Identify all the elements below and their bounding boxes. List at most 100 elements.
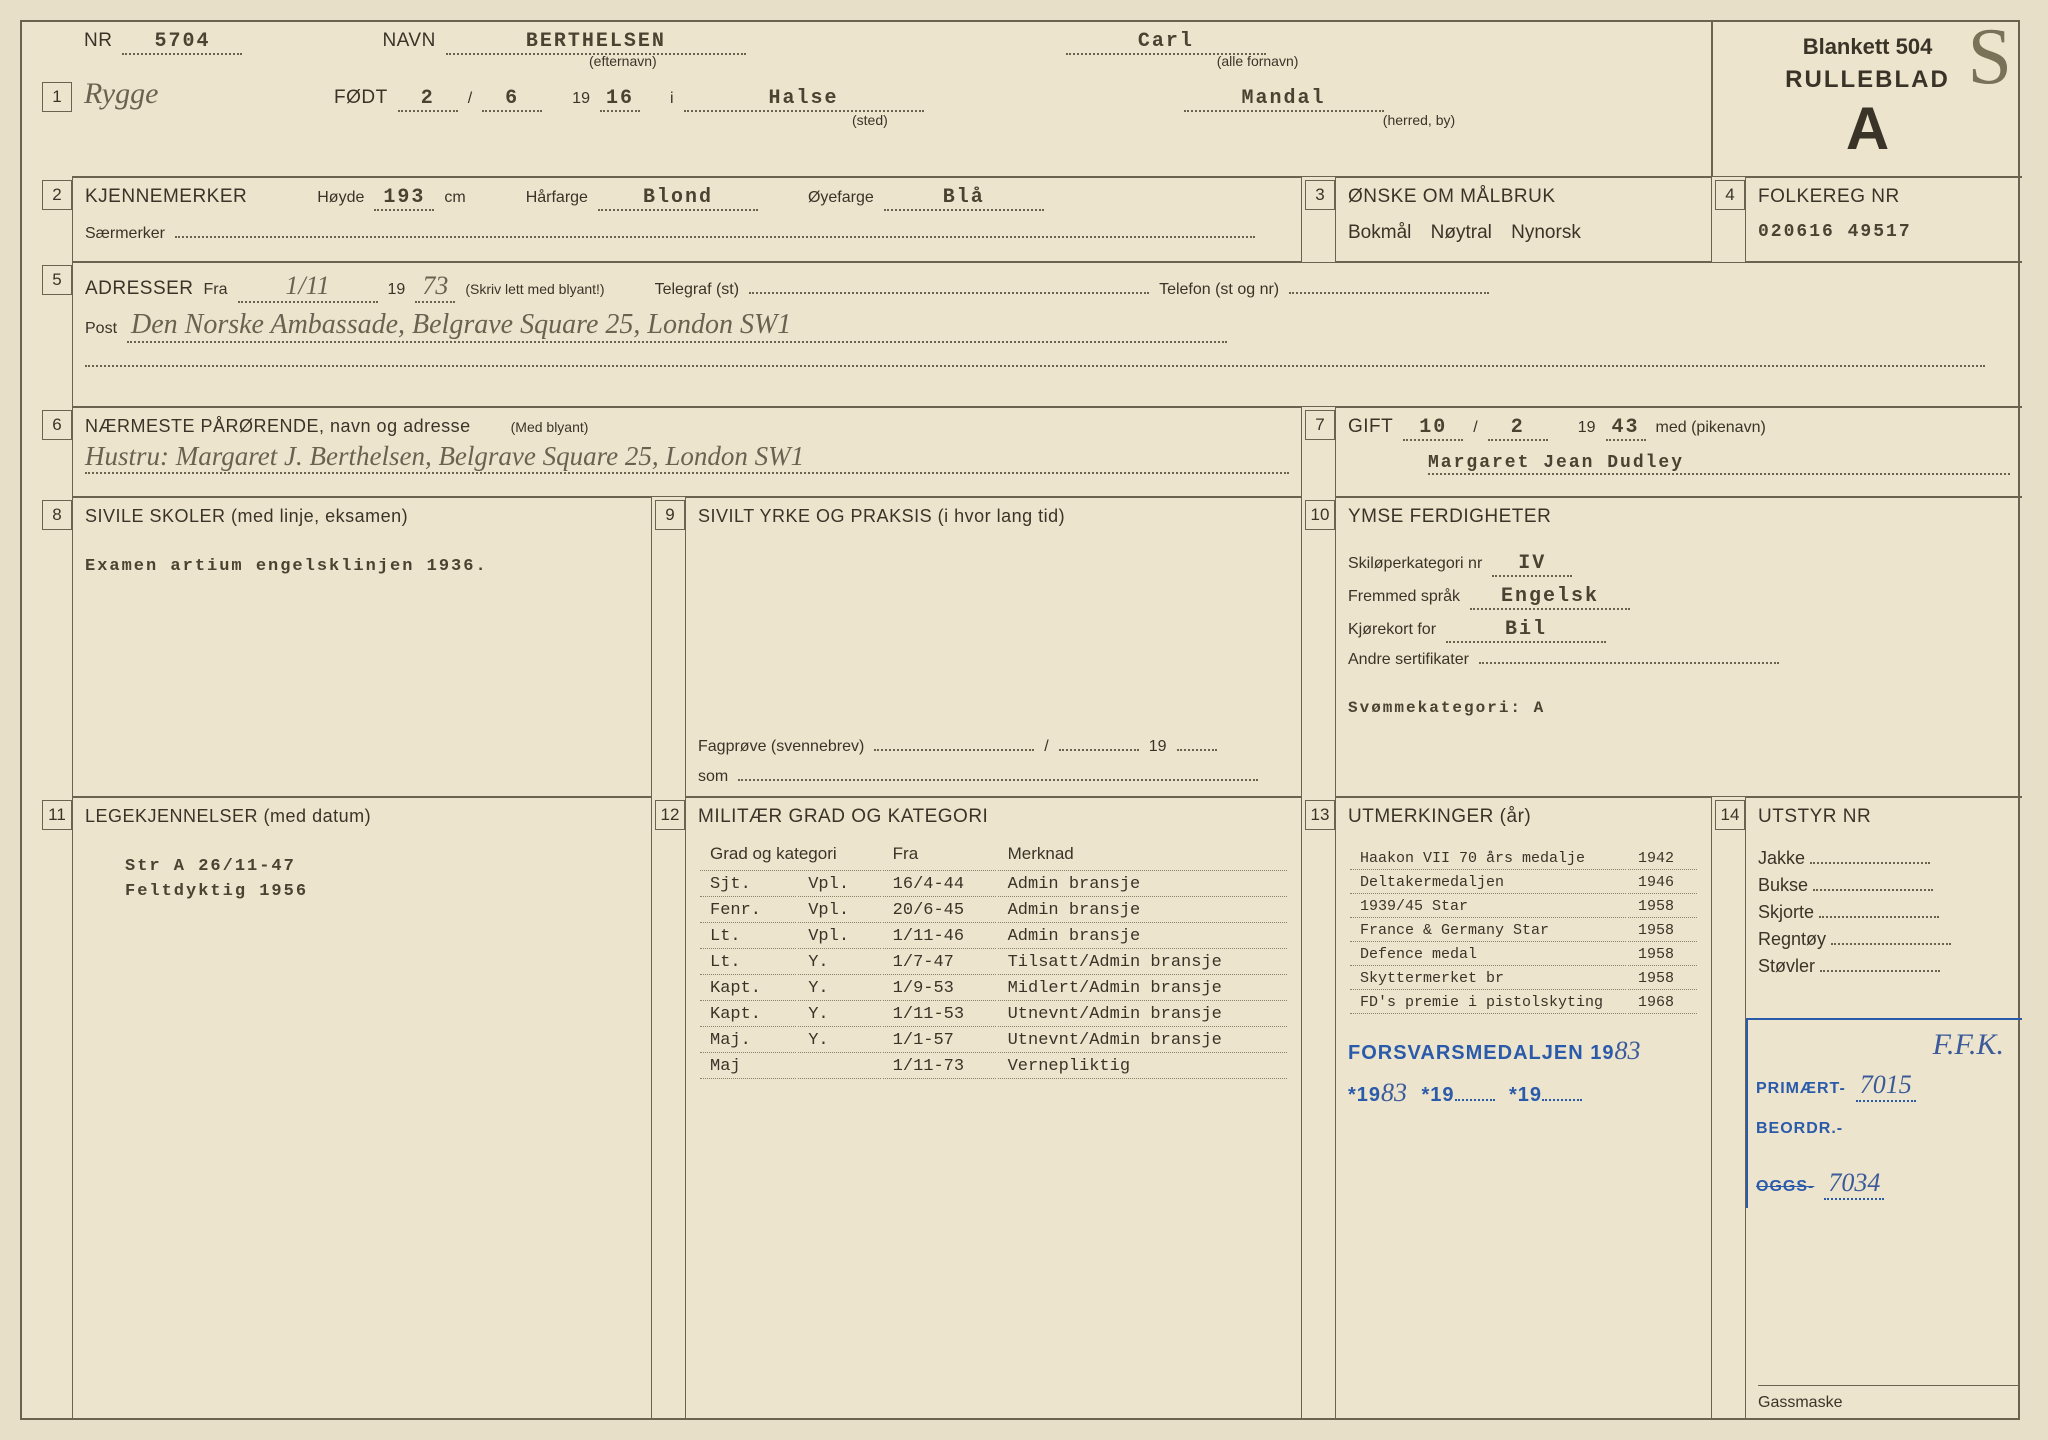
navn-label: NAVN bbox=[382, 30, 435, 52]
grad-row: Kapt.Y.1/9-53Midlert/Admin bransje bbox=[700, 977, 1287, 1001]
blankett-cell: S Blankett 504 RULLEBLAD A bbox=[1712, 22, 2022, 177]
gassmaske-label: Gassmaske bbox=[1758, 1385, 2018, 1412]
kjennemerker-title: KJENNEMERKER bbox=[85, 186, 247, 208]
nr-label: NR bbox=[84, 30, 112, 52]
box-number-7: 7 bbox=[1305, 410, 1335, 440]
year-pre-2: *19 bbox=[1421, 1084, 1454, 1106]
hoyde-label: Høyde bbox=[317, 189, 364, 207]
ski-value: IV bbox=[1492, 552, 1572, 577]
andre-label: Andre sertifikater bbox=[1348, 651, 1469, 669]
fornavn-sub: (alle fornavn) bbox=[1217, 53, 1299, 69]
utstyr-item: Regntøy bbox=[1758, 929, 2010, 950]
oggs-value: 7034 bbox=[1824, 1168, 1884, 1200]
telegraf-label: Telegraf (st) bbox=[655, 281, 739, 299]
grad-h3: Merknad bbox=[998, 842, 1287, 871]
oyefarge-label: Øyefarge bbox=[808, 189, 874, 207]
grad-row: Lt.Y.1/7-47Tilsatt/Admin bransje bbox=[700, 951, 1287, 975]
grad-row: Kapt.Y.1/11-53Utnevnt/Admin bransje bbox=[700, 1003, 1287, 1027]
military-record-form: 1 NR 5704 NAVN BERTHELSEN Carl (efternav… bbox=[20, 20, 2020, 1420]
maalbruk-options: Bokmål Nøytral Nynorsk bbox=[1348, 222, 1699, 244]
paarorende-note: (Med blyant) bbox=[511, 419, 589, 435]
primaert-label: PRIMÆRT- bbox=[1756, 1080, 1846, 1098]
sted-sub: (sted) bbox=[852, 112, 888, 128]
adresser-cell: ADRESSER Fra 1/11 1973 (Skriv lett med b… bbox=[72, 262, 2022, 407]
fra-label: Fra bbox=[204, 281, 228, 299]
utstyr-item: Støvler bbox=[1758, 956, 2010, 977]
place-handwritten: Rygge bbox=[84, 77, 324, 111]
s-mark: S bbox=[1968, 12, 2013, 103]
lege-l2: Feltdyktig 1956 bbox=[125, 882, 639, 901]
fra-year: 73 bbox=[415, 271, 455, 303]
paarorende-title: NÆRMESTE PÅRØRENDE, navn og adresse bbox=[85, 416, 471, 437]
utmerk-cell: UTMERKINGER (år) Haakon VII 70 års medal… bbox=[1335, 797, 1712, 1420]
fagprove-label: Fagprøve (svennebrev) bbox=[698, 738, 864, 756]
box-number-10: 10 bbox=[1305, 500, 1335, 530]
gift-med: med (pikenavn) bbox=[1656, 419, 1766, 437]
grad-table: Grad og kategori Fra Merknad Sjt.Vpl.16/… bbox=[698, 840, 1289, 1081]
grad-title: MILITÆR GRAD OG KATEGORI bbox=[698, 806, 1289, 828]
forsvar-year: 83 bbox=[1614, 1036, 1640, 1065]
box-number-2: 2 bbox=[42, 180, 72, 210]
box-number-11: 11 bbox=[42, 800, 72, 830]
telefon-label: Telefon (st og nr) bbox=[1159, 281, 1279, 299]
haarfarge-value: Blond bbox=[598, 186, 758, 211]
spraak-value: Engelsk bbox=[1470, 585, 1630, 610]
utmerk-row: FD's premie i pistolskyting1968 bbox=[1350, 992, 1697, 1014]
grad-cell: MILITÆR GRAD OG KATEGORI Grad og kategor… bbox=[685, 797, 1302, 1420]
folkereg-cell: FOLKEREG NR 020616 49517 bbox=[1745, 177, 2022, 262]
utmerk-title: UTMERKINGER (år) bbox=[1348, 806, 1699, 828]
herred-sub: (herred, by) bbox=[1383, 112, 1455, 128]
year-pre-1: *19 bbox=[1348, 1084, 1381, 1106]
folkereg-title: FOLKEREG NR bbox=[1758, 186, 2010, 208]
maalbruk-cell: ØNSKE OM MÅLBRUK Bokmål Nøytral Nynorsk bbox=[1335, 177, 1712, 262]
yrke-title: SIVILT YRKE OG PRAKSIS (i hvor lang tid) bbox=[698, 506, 1289, 527]
maalbruk-title: ØNSKE OM MÅLBRUK bbox=[1348, 186, 1699, 208]
grad-row: Sjt.Vpl.16/4-44Admin bransje bbox=[700, 873, 1287, 897]
year-1: 83 bbox=[1381, 1078, 1407, 1107]
skoler-cell: SIVILE SKOLER (med linje, eksamen) Exame… bbox=[72, 497, 652, 797]
fra-date: 1/11 bbox=[238, 271, 378, 303]
utstyr-item: Skjorte bbox=[1758, 902, 2010, 923]
svom-value: Svømmekategori: A bbox=[1348, 699, 2010, 717]
primaert-value: 7015 bbox=[1856, 1070, 1916, 1102]
cm-label: cm bbox=[444, 189, 465, 207]
ferdigheter-cell: YMSE FERDIGHETER Skiløperkategori nrIV F… bbox=[1335, 497, 2022, 797]
utmerk-row: Deltakermedaljen1946 bbox=[1350, 872, 1697, 894]
i-label: i bbox=[670, 90, 674, 108]
fodt-day: 2 bbox=[398, 87, 458, 112]
header-cell: NR 5704 NAVN BERTHELSEN Carl (efternavn)… bbox=[72, 22, 1712, 177]
kort-value: Bil bbox=[1446, 618, 1606, 643]
hoyde-value: 193 bbox=[374, 186, 434, 211]
utmerk-row: Defence medal1958 bbox=[1350, 944, 1697, 966]
box-number-8: 8 bbox=[42, 500, 72, 530]
ski-label: Skiløperkategori nr bbox=[1348, 555, 1482, 573]
paarorende-value: Hustru: Margaret J. Berthelsen, Belgrave… bbox=[85, 441, 1289, 474]
skoler-title: SIVILE SKOLER (med linje, eksamen) bbox=[85, 506, 639, 527]
box-number-12: 12 bbox=[655, 800, 685, 830]
grad-row: Fenr.Vpl.20/6-45Admin bransje bbox=[700, 899, 1287, 923]
adresser-title: ADRESSER bbox=[85, 278, 194, 300]
grad-h2: Fra bbox=[883, 842, 996, 871]
gift-cell: GIFT 10/ 2 1943 med (pikenavn) Margaret … bbox=[1335, 407, 2022, 497]
paarorende-cell: NÆRMESTE PÅRØRENDE, navn og adresse (Med… bbox=[72, 407, 1302, 497]
spraak-label: Fremmed språk bbox=[1348, 588, 1460, 606]
ffk-label: F.F.K. bbox=[1756, 1028, 2004, 1062]
fodt-year: 16 bbox=[600, 87, 640, 112]
nr-value: 5704 bbox=[122, 30, 242, 55]
fornavn: Carl bbox=[1066, 30, 1266, 55]
box-number-6: 6 bbox=[42, 410, 72, 440]
gift-year: 43 bbox=[1606, 416, 1646, 441]
post-value: Den Norske Ambassade, Belgrave Square 25… bbox=[127, 309, 1227, 343]
skoler-value: Examen artium engelsklinjen 1936. bbox=[85, 557, 639, 576]
gift-day: 10 bbox=[1403, 416, 1463, 441]
box-number-14: 14 bbox=[1715, 800, 1745, 830]
lege-title: LEGEKJENNELSER (med datum) bbox=[85, 806, 639, 827]
etternavn-sub: (efternavn) bbox=[589, 53, 657, 69]
utstyr-item: Bukse bbox=[1758, 875, 2010, 896]
box-number-13: 13 bbox=[1305, 800, 1335, 830]
yrke-cell: SIVILT YRKE OG PRAKSIS (i hvor lang tid)… bbox=[685, 497, 1302, 797]
box-number-1: 1 bbox=[42, 82, 72, 112]
grad-row: Maj1/11-73Vernepliktig bbox=[700, 1055, 1287, 1079]
box-number-5: 5 bbox=[42, 265, 72, 295]
utmerk-row: France & Germany Star1958 bbox=[1350, 920, 1697, 942]
